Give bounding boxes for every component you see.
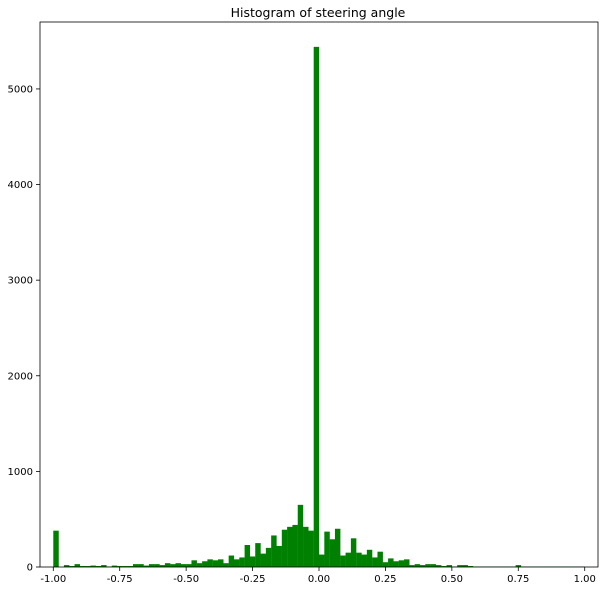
histogram-bar <box>75 564 80 567</box>
histogram-bar <box>404 559 409 567</box>
histogram-bar <box>314 47 319 567</box>
histogram-bar <box>383 562 388 567</box>
histogram-bar <box>266 548 271 567</box>
x-tick-label: -1.00 <box>40 574 66 585</box>
x-tick-label: 0.75 <box>507 574 529 585</box>
histogram-bar <box>53 531 58 567</box>
histogram-bar <box>346 553 351 567</box>
y-tick-label: 1000 <box>8 467 33 478</box>
histogram-bar <box>415 564 420 567</box>
histogram-bar <box>181 564 186 567</box>
histogram-bar <box>425 564 430 567</box>
histogram-bar <box>393 561 398 567</box>
y-tick-label: 2000 <box>8 371 33 382</box>
histogram-bar <box>388 558 393 567</box>
y-tick-label: 4000 <box>8 180 33 191</box>
histogram-bar <box>197 563 202 567</box>
x-tick-label: 0.00 <box>308 574 330 585</box>
histogram-bar <box>377 552 382 567</box>
axes-layer: -1.00 -0.75 -0.50 -0.25 0.00 0.25 0.50 0.75 1.00… <box>8 22 598 585</box>
histogram-bar <box>335 529 340 567</box>
histogram-bar <box>138 564 143 567</box>
histogram-bar <box>186 564 191 567</box>
histogram-bar <box>399 560 404 567</box>
histogram-bar <box>255 543 260 567</box>
histogram-bar <box>287 527 292 567</box>
histogram-bar <box>176 563 181 567</box>
histogram-bar <box>356 553 361 567</box>
histogram-bar <box>324 532 329 567</box>
x-tick-label: 0.25 <box>374 574 396 585</box>
histogram-bar <box>207 559 212 567</box>
histogram-bar <box>362 555 367 567</box>
x-tick-label: -0.50 <box>173 574 199 585</box>
histogram-bar <box>133 564 138 567</box>
y-tick-label: 5000 <box>8 84 33 95</box>
histogram-bar <box>223 563 228 567</box>
histogram-bar <box>245 545 250 567</box>
histogram-bar <box>234 559 239 567</box>
histogram-bar <box>292 525 297 567</box>
x-tick-label: -0.75 <box>107 574 133 585</box>
x-tick-label: -0.25 <box>240 574 266 585</box>
histogram-bar <box>218 559 223 567</box>
bars-layer <box>53 47 585 567</box>
histogram-bar <box>170 564 175 567</box>
x-tick-label: 1.00 <box>574 574 596 585</box>
histogram-bar <box>308 531 313 567</box>
y-tick-label: 0 <box>27 563 33 574</box>
histogram-bar <box>191 560 196 567</box>
histogram-bar <box>319 555 324 567</box>
histogram-bar <box>367 550 372 567</box>
histogram-bar <box>213 560 218 567</box>
histogram-bar <box>340 556 345 567</box>
histogram-bar <box>271 535 276 567</box>
histogram-bar <box>298 505 303 567</box>
histogram-bar <box>229 556 234 567</box>
histogram-bar <box>149 564 154 567</box>
histogram-bar <box>330 539 335 567</box>
histogram-bar <box>372 557 377 567</box>
histogram-bar <box>250 556 255 567</box>
chart-title: Histogram of steering angle <box>231 5 406 20</box>
histogram-bar <box>431 564 436 567</box>
histogram-bar <box>239 557 244 567</box>
x-tick-label: 0.50 <box>441 574 463 585</box>
histogram-bar <box>351 538 356 567</box>
histogram-bar <box>282 530 287 567</box>
histogram-bar <box>202 561 207 567</box>
y-tick-label: 3000 <box>8 276 33 287</box>
histogram-bar <box>261 554 266 567</box>
histogram-bar <box>165 563 170 567</box>
histogram-bar <box>303 527 308 567</box>
histogram-bar <box>276 546 281 567</box>
histogram-bar <box>154 564 159 567</box>
